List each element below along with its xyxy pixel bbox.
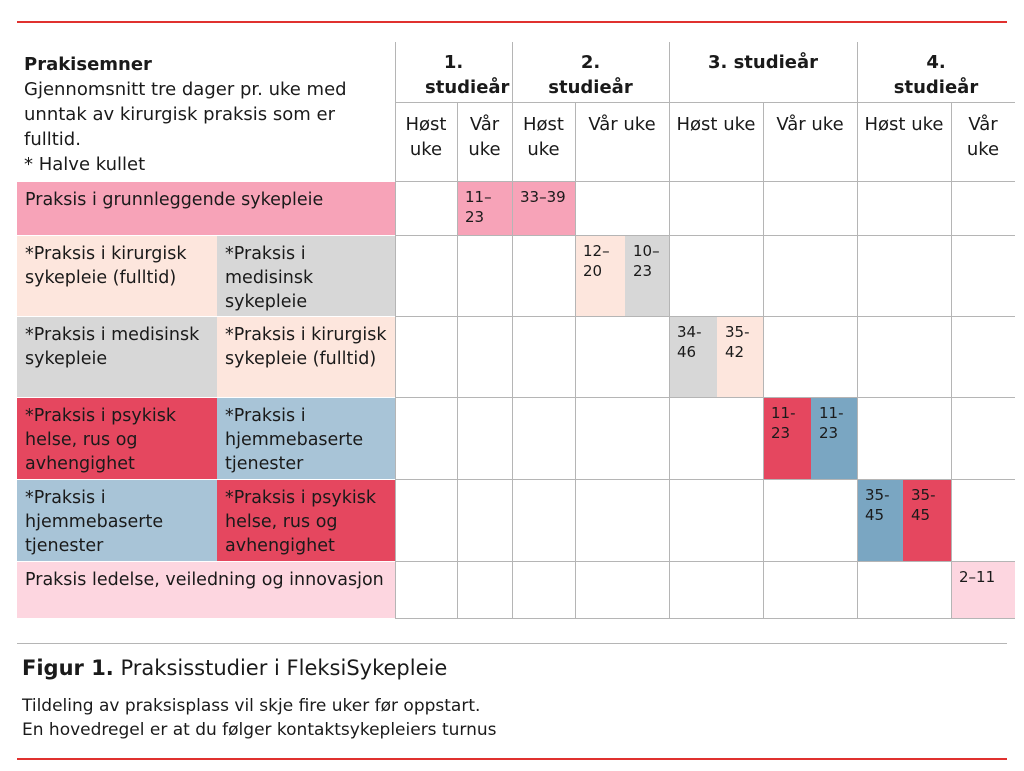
grid-line (395, 235, 1015, 236)
caption-title: Praksisstudier i FleksiSykepleie (120, 656, 448, 680)
grid-line (395, 42, 396, 618)
top-rule (17, 21, 1007, 23)
grid-line (512, 42, 513, 618)
row-label: *Praksis i kirurgisk sykepleie (fulltid) (17, 236, 217, 316)
grid-line (857, 42, 858, 618)
note: En hovedregel er at du følger kontaktsyk… (22, 720, 497, 740)
note: Tildeling av praksisplass vil skje fire … (22, 696, 481, 716)
grid-line (763, 102, 764, 618)
row-label: *Praksis i psykisk helse, rus og avhengi… (17, 398, 217, 479)
header-cell: Prakisemner Gjennomsnitt tre dager pr. u… (24, 52, 389, 177)
week-cell: 35-42 (717, 316, 763, 397)
grid-line (457, 102, 458, 618)
grid-line (575, 102, 576, 618)
row-label: *Praksis i psykisk helse, rus og avhengi… (217, 480, 395, 561)
notes: Tildeling av praksisplass vil skje fire … (22, 694, 496, 742)
header-title: Prakisemner (24, 54, 152, 75)
grid-line (395, 479, 1015, 480)
season-header: Vår uke (468, 114, 501, 160)
season-header: Høst uke (405, 114, 447, 160)
grid-line (395, 181, 1015, 182)
row-label: Praksis i grunnleggende sykepleie (17, 182, 395, 235)
week-cell: 33–39 (512, 181, 575, 235)
season-header: Vår uke (966, 114, 1000, 160)
caption-label: Figur 1. (22, 656, 114, 680)
week-cell: 2–11 (951, 561, 1015, 618)
year-header: 3. studieår (707, 52, 819, 73)
grid-line (395, 316, 1015, 317)
header-description: Gjennomsnitt tre dager pr. uke med unnta… (24, 79, 347, 150)
row-label: Praksis ledelse, veiledning og innovasjo… (17, 562, 395, 618)
row-label: *Praksis i hjemmebaserte tjenester (217, 398, 395, 479)
season-header: Høst uke (523, 114, 564, 160)
grid-line (395, 102, 1015, 103)
year-header: 2. studieår (548, 52, 633, 98)
week-cell: 11–23 (457, 181, 512, 235)
week-cell: 10–23 (625, 235, 669, 316)
week-cell: 35-45 (903, 479, 951, 561)
row-label: *Praksis i kirurgisk sykepleie (fulltid) (217, 317, 395, 397)
week-cell: 11-23 (811, 397, 857, 479)
season-header: Høst uke (864, 114, 944, 135)
row-label: *Praksis i medisinsk sykepleie (217, 236, 395, 316)
grid-line (951, 102, 952, 618)
caption-rule (17, 643, 1007, 644)
caption: Figur 1. Praksisstudier i FleksiSykeplei… (22, 656, 447, 680)
grid-line (395, 397, 1015, 398)
season-header: Vår uke (588, 114, 656, 135)
week-cell: 12–20 (575, 235, 625, 316)
grid-line (395, 618, 1015, 619)
bottom-rule (17, 758, 1007, 760)
row-label: *Praksis i hjemmebaserte tjenester (17, 480, 217, 561)
season-header: Vår uke (776, 114, 844, 135)
season-header: Høst uke (676, 114, 756, 135)
year-header: 4. studieår (893, 52, 979, 98)
header-note: * Halve kullet (24, 154, 146, 175)
year-header: 1. studieår (425, 52, 510, 98)
row-label: *Praksis i medisinsk sykepleie (17, 317, 217, 397)
grid-line (669, 42, 670, 618)
week-cell: 11-23 (763, 397, 811, 479)
week-cell: 34-46 (669, 316, 717, 397)
grid-line (395, 561, 1015, 562)
week-cell: 35-45 (857, 479, 903, 561)
